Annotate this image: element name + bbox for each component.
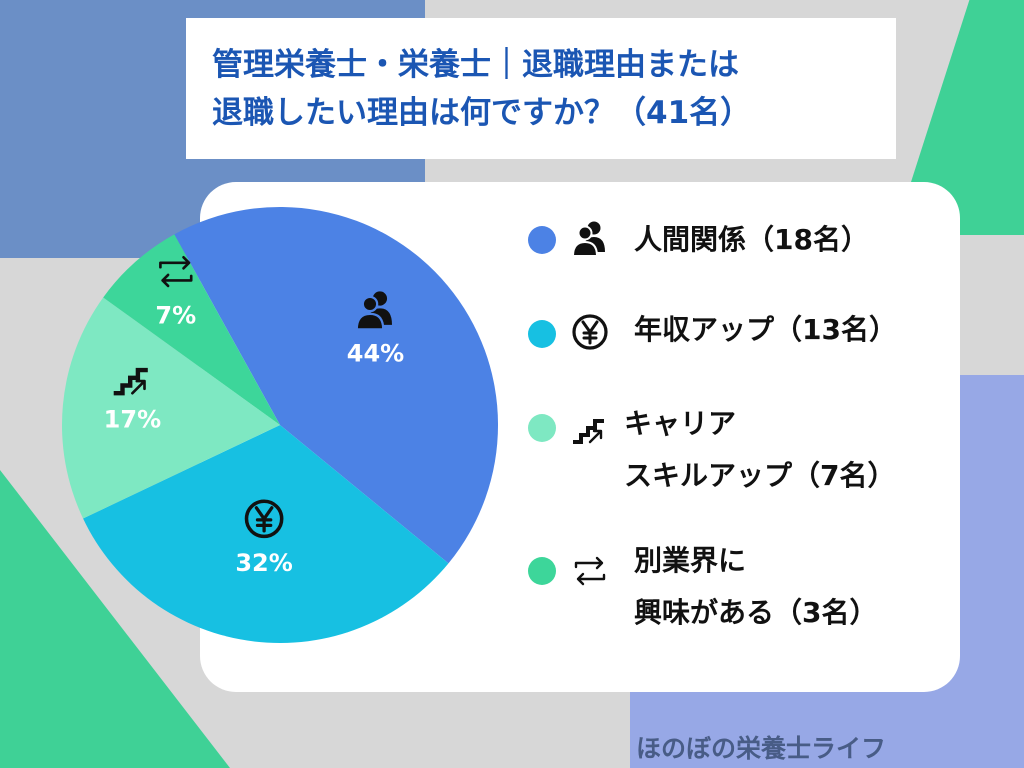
legend-label: 人間関係（18名） (634, 223, 869, 256)
pie-slice-icon-yen-icon (244, 499, 284, 539)
title-line-2: 退職したい理由は何ですか？（41名） (212, 94, 752, 131)
legend-label: 年収アップ（13名） (634, 313, 897, 346)
pie-slice-label-4: 7% (155, 302, 196, 330)
legend-dot (528, 414, 556, 442)
legend-label-line-1: 別業界に (634, 544, 747, 577)
pie-slice-icon-stairs-icon (113, 367, 148, 396)
title-box: 管理栄養士・栄養士｜退職理由または 退職したい理由は何ですか？（41名） (186, 18, 896, 159)
legend-dot (528, 557, 556, 585)
switch-icon (574, 556, 606, 586)
pie-slice-label-1: 44% (347, 340, 404, 368)
stairs-icon (573, 419, 604, 444)
legend-dot (528, 226, 556, 254)
pie-slice-2 (83, 425, 449, 644)
legend-item-relationships: 人間関係（18名） (528, 214, 869, 266)
legend-label-line-1: キャリア (624, 407, 737, 440)
yen-icon (572, 314, 608, 350)
legend-item-career: キャリア スキルアップ（7名） (528, 398, 895, 502)
title-line-1: 管理栄養士・栄養士｜退職理由または (212, 46, 739, 83)
legend-label-line-2: スキルアップ（7名） (624, 459, 896, 492)
legend-dot (528, 320, 556, 348)
legend-item-salary: 年収アップ（13名） (528, 304, 897, 356)
watermark: ほのぼの栄養士ライフ (636, 734, 887, 763)
legend-item-other-industry: 別業界に 興味がある（3名） (528, 535, 877, 639)
pie-slice-icon-people-icon (355, 291, 392, 331)
pie-slice-icon-switch-icon (159, 255, 193, 288)
legend-label-line-2: 興味がある（3名） (634, 596, 878, 629)
pie-slice-3 (61, 297, 281, 519)
pie-slice-1 (174, 206, 499, 564)
pie-slice-label-2: 32% (235, 549, 292, 577)
pie-slice-4 (103, 234, 280, 425)
people-icon (571, 221, 605, 257)
pie-slice-label-3: 17% (104, 406, 161, 434)
